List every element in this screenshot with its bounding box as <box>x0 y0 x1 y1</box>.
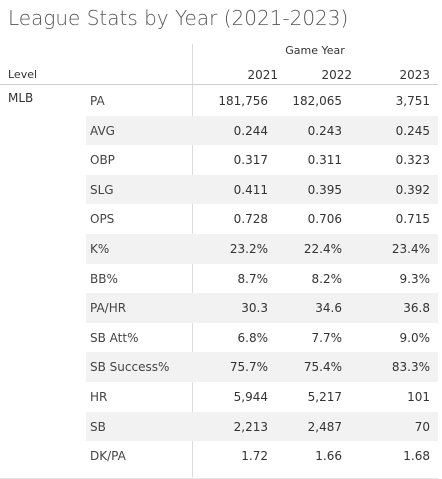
value-cell-2021[interactable]: 0.411 <box>233 182 268 197</box>
table-row: BB% 8.7% 8.2% 9.3% <box>0 264 438 294</box>
value-cell-2022[interactable]: 0.395 <box>307 182 342 197</box>
table-row: PA 181,756 182,065 3,751 <box>0 86 438 116</box>
metric-label[interactable]: SB Att% <box>90 330 139 345</box>
row-band <box>86 352 438 382</box>
metric-label[interactable]: K% <box>90 241 110 256</box>
value-cell-2023[interactable]: 3,751 <box>395 94 430 108</box>
table-row: OBP 0.317 0.311 0.323 <box>0 145 438 175</box>
table-row: HR 5,944 5,217 101 <box>0 382 438 412</box>
value-cell-2022[interactable]: 182,065 <box>292 94 342 108</box>
value-cell-2022[interactable]: 8.2% <box>311 271 343 286</box>
value-cell-2021[interactable]: 0.728 <box>233 212 268 227</box>
value-cell-2023[interactable]: 0.323 <box>395 153 430 168</box>
value-cell-2022[interactable]: 75.4% <box>303 360 342 375</box>
metric-label[interactable]: OPS <box>90 212 115 227</box>
value-cell-2021[interactable]: 23.2% <box>229 241 268 256</box>
value-cell-2022[interactable]: 0.706 <box>307 212 342 227</box>
value-cell-2022[interactable]: 1.66 <box>315 449 342 464</box>
table-row: SB Att% 6.8% 7.7% 9.0% <box>0 323 438 353</box>
value-cell-2021[interactable]: 30.3 <box>241 301 268 316</box>
table-row: SB Success% 75.7% 75.4% 83.3% <box>0 352 438 382</box>
column-header-2021[interactable]: 2021 <box>247 68 278 82</box>
column-group-header[interactable]: Game Year <box>285 44 345 57</box>
value-cell-2023[interactable]: 23.4% <box>391 241 430 256</box>
table-header-row: Level 2021 2022 2023 <box>0 64 442 84</box>
column-header-2022[interactable]: 2022 <box>321 68 352 82</box>
row-header-level[interactable]: Level <box>8 68 38 81</box>
value-cell-2021[interactable]: 8.7% <box>237 271 269 286</box>
value-cell-2023[interactable]: 0.392 <box>395 182 430 197</box>
row-band <box>86 233 438 264</box>
table-body: PA 181,756 182,065 3,751 AVG 0.244 0.243 0.245 O… <box>0 86 442 471</box>
metric-label[interactable]: DK/PA <box>90 449 126 464</box>
value-cell-2023[interactable]: 9.0% <box>399 330 431 345</box>
value-cell-2021[interactable]: 181,756 <box>218 94 268 108</box>
row-band <box>86 293 438 323</box>
table-row: OPS 0.728 0.706 0.715 <box>0 204 438 234</box>
value-cell-2021[interactable]: 0.317 <box>233 153 268 168</box>
value-cell-2021[interactable]: 6.8% <box>237 330 269 345</box>
value-cell-2022[interactable]: 0.243 <box>307 123 342 138</box>
row-band <box>86 115 438 146</box>
value-cell-2023[interactable]: 0.245 <box>395 123 430 138</box>
value-cell-2022[interactable]: 22.4% <box>303 241 342 256</box>
page-title: League Stats by Year (2021-2023) <box>8 6 349 30</box>
value-cell-2023[interactable]: 1.68 <box>403 449 430 464</box>
value-cell-2021[interactable]: 2,213 <box>233 419 268 434</box>
metric-label[interactable]: PA/HR <box>90 301 127 316</box>
row-band <box>86 174 438 205</box>
value-cell-2022[interactable]: 5,217 <box>307 389 342 404</box>
metric-label[interactable]: SB Success% <box>90 360 170 375</box>
table-row: DK/PA 1.72 1.66 1.68 <box>0 441 438 471</box>
value-cell-2022[interactable]: 7.7% <box>311 330 343 345</box>
value-cell-2021[interactable]: 1.72 <box>241 449 268 464</box>
value-cell-2023[interactable]: 83.3% <box>391 360 430 375</box>
table-row: K% 23.2% 22.4% 23.4% <box>0 233 438 264</box>
value-cell-2021[interactable]: 5,944 <box>233 389 268 404</box>
table-row: SB 2,213 2,487 70 <box>0 411 438 442</box>
column-header-2023[interactable]: 2023 <box>399 68 430 82</box>
level-cell[interactable]: MLB <box>8 91 34 105</box>
table-row: SLG 0.411 0.395 0.392 <box>0 174 438 205</box>
value-cell-2023[interactable]: 9.3% <box>399 271 431 286</box>
value-cell-2023[interactable]: 36.8 <box>403 301 430 316</box>
value-cell-2023[interactable]: 0.715 <box>395 212 430 227</box>
value-cell-2023[interactable]: 101 <box>407 389 430 404</box>
metric-label[interactable]: HR <box>90 389 108 404</box>
metric-label[interactable]: SB <box>90 419 106 434</box>
table-row: AVG 0.244 0.243 0.245 <box>0 115 438 146</box>
row-band <box>86 411 438 442</box>
metric-label[interactable]: PA <box>90 94 105 108</box>
value-cell-2022[interactable]: 2,487 <box>307 419 342 434</box>
value-cell-2021[interactable]: 75.7% <box>229 360 268 375</box>
metric-label[interactable]: BB% <box>90 271 118 286</box>
header-divider <box>0 84 438 85</box>
metric-label[interactable]: AVG <box>90 123 115 138</box>
value-cell-2022[interactable]: 0.311 <box>307 153 342 168</box>
value-cell-2021[interactable]: 0.244 <box>233 123 268 138</box>
metric-label[interactable]: SLG <box>90 182 114 197</box>
metric-label[interactable]: OBP <box>90 153 115 168</box>
table-row: PA/HR 30.3 34.6 36.8 <box>0 293 438 323</box>
value-cell-2023[interactable]: 70 <box>414 419 430 434</box>
value-cell-2022[interactable]: 34.6 <box>315 301 342 316</box>
